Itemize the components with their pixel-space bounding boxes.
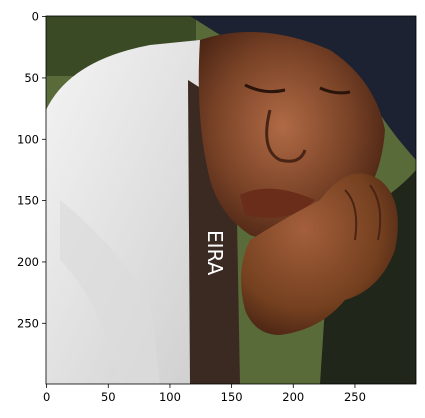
x-tick-label: 250 (344, 390, 366, 404)
x-tick-label: 150 (221, 390, 243, 404)
y-tick-label: 200 (17, 255, 39, 269)
y-tick-label: 50 (24, 71, 39, 85)
shirt-text: EIRA (203, 230, 227, 276)
x-axis: 0 50 100 150 200 250 (43, 384, 366, 404)
y-tick-label: 100 (17, 132, 39, 146)
x-tick-label: 100 (159, 390, 181, 404)
hand (241, 173, 398, 335)
x-tick-label: 200 (282, 390, 304, 404)
white-shirt (46, 40, 205, 384)
y-axis: 0 50 100 150 200 250 (17, 10, 46, 330)
y-tick-label: 150 (17, 194, 39, 208)
x-tick-label: 0 (43, 390, 50, 404)
headscarf (190, 16, 416, 160)
photo: EIRA (46, 16, 416, 384)
x-tick-label: 50 (101, 390, 116, 404)
y-tick-label: 250 (17, 316, 39, 330)
axes-frame (45, 15, 417, 385)
y-tick-label: 0 (32, 10, 39, 24)
